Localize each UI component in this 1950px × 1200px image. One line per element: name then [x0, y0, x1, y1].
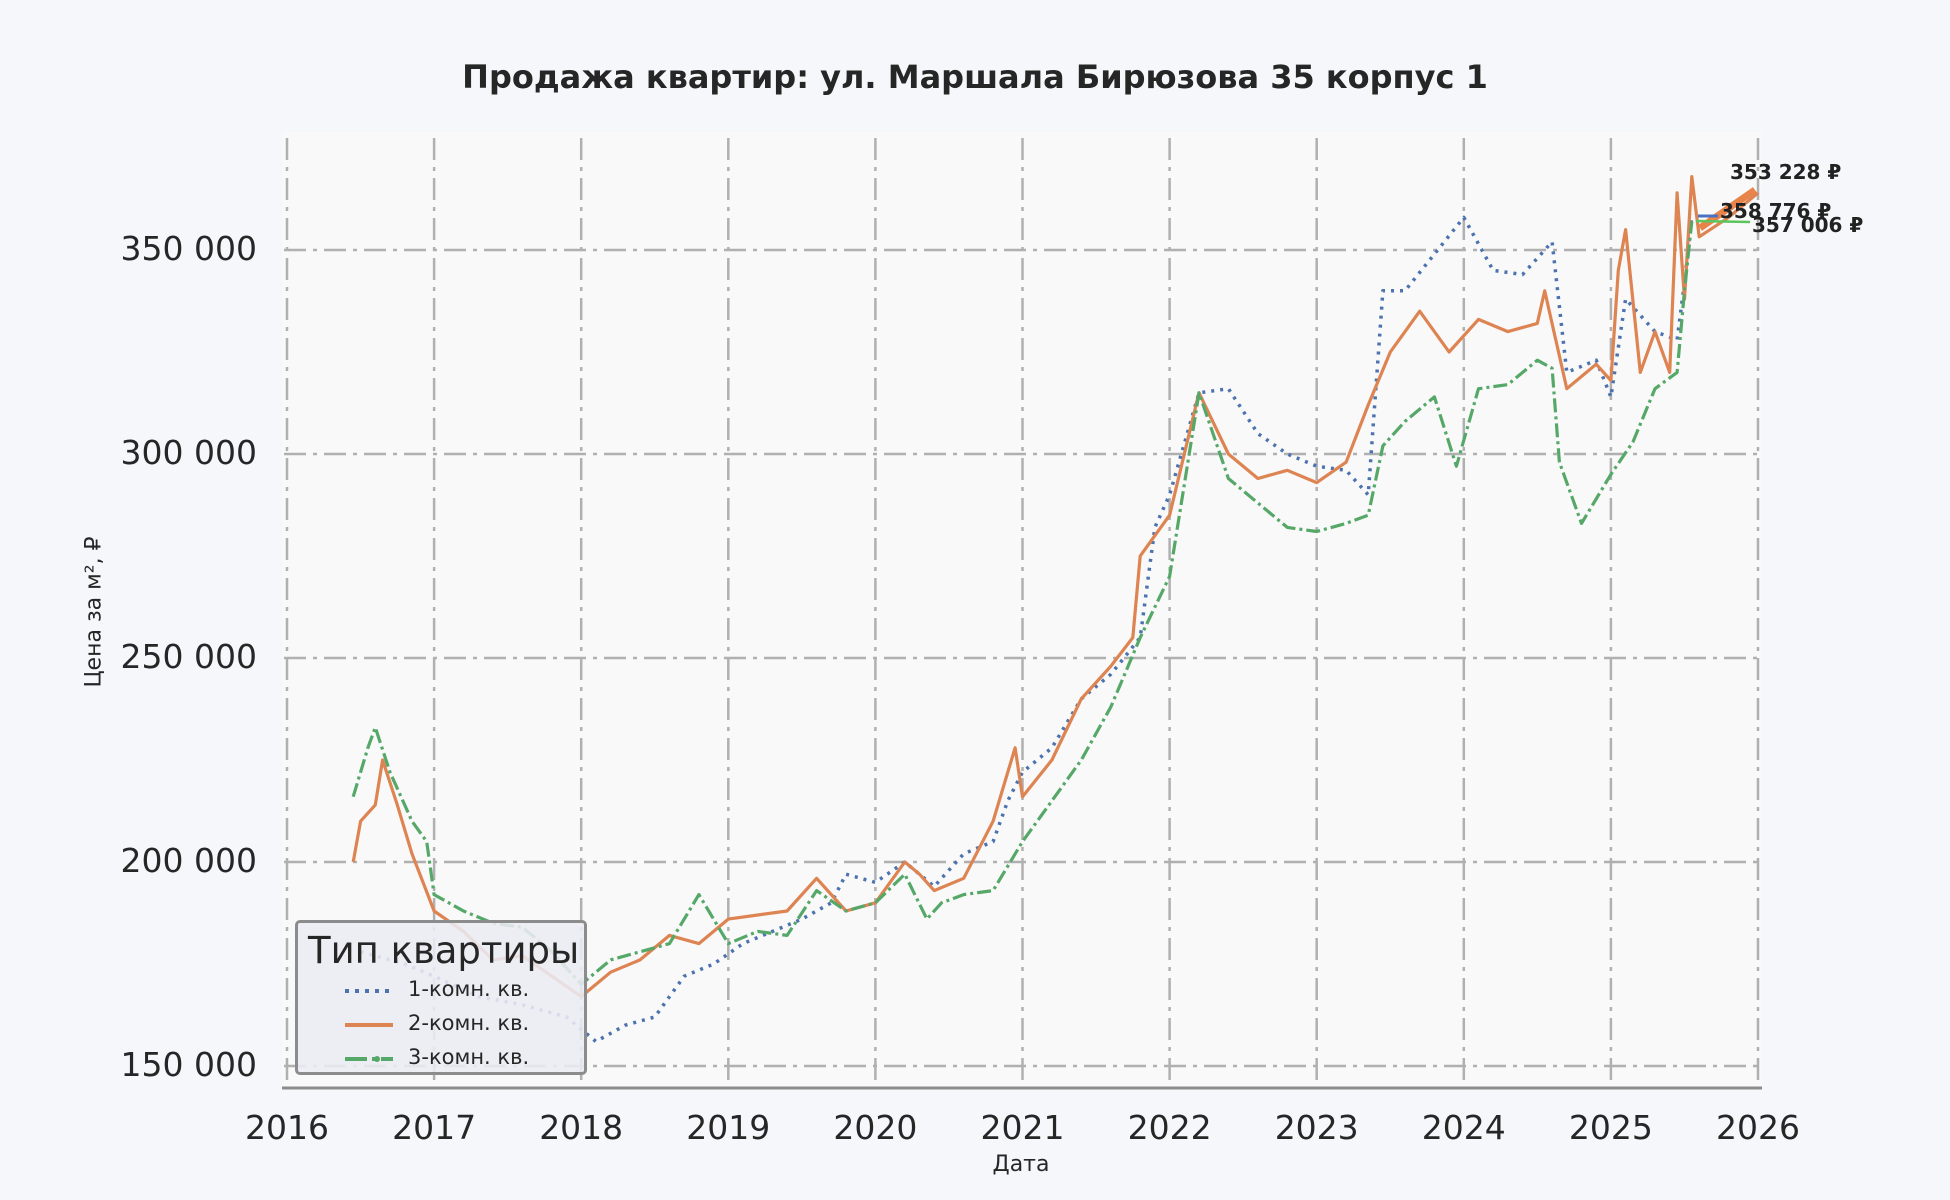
dotted-line-icon: [345, 989, 393, 993]
legend-item-2room: 2-комн. кв.: [298, 1011, 584, 1041]
x-tick-label: 2025: [1568, 1108, 1653, 1147]
x-tick-label: 2020: [833, 1108, 918, 1147]
x-tick-label: 2026: [1716, 1108, 1800, 1147]
x-tick-label: 2017: [392, 1108, 477, 1147]
annotation-3room-price: 357 006 ₽: [1752, 213, 1864, 237]
legend-item-3room: 3-комн. кв.: [298, 1045, 584, 1075]
x-tick-label: 2016: [245, 1108, 329, 1147]
y-tick-label: 250 000: [120, 637, 257, 676]
annotation-arrows: [1695, 187, 1757, 231]
annotation-1room-price: 358 776 ₽: [1720, 199, 1832, 223]
y-axis-label: Цена за м², ₽: [81, 536, 107, 688]
grid-lines: [284, 138, 1760, 1082]
x-tick-label: 2022: [1127, 1108, 1212, 1147]
x-tick-label: 2018: [539, 1108, 624, 1147]
x-tick-label: 2024: [1421, 1108, 1506, 1147]
legend-title: Тип квартиры: [308, 929, 580, 972]
y-tick-label: 150 000: [120, 1045, 257, 1084]
x-tick-label: 2023: [1274, 1108, 1359, 1147]
y-tick-label: 200 000: [120, 841, 257, 880]
y-tick-label: 350 000: [120, 229, 257, 268]
legend: Тип квартиры 1-комн. кв. 2-комн. кв. 3-к…: [295, 920, 587, 1075]
series-line-1room: [360, 214, 1694, 1044]
solid-line-icon: [345, 1023, 393, 1027]
chart-title: Продажа квартир: ул. Маршала Бирюзова 35…: [462, 58, 1488, 96]
x-tick-label: 2021: [980, 1108, 1065, 1147]
legend-label: 3-комн. кв.: [408, 1045, 530, 1069]
annotation-2room-price: 353 228 ₽: [1730, 160, 1842, 184]
x-axis-label: Дата: [992, 1152, 1050, 1177]
legend-label: 1-комн. кв.: [408, 977, 530, 1001]
legend-item-1room: 1-комн. кв.: [298, 977, 584, 1007]
dashdot-line-icon: [345, 1056, 393, 1062]
y-tick-label: 300 000: [120, 433, 257, 472]
arrow-3room: [1695, 219, 1751, 224]
legend-label: 2-комн. кв.: [408, 1011, 530, 1035]
x-tick-label: 2019: [686, 1108, 771, 1147]
